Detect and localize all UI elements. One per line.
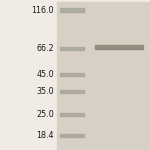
Text: 66.2: 66.2 — [36, 44, 54, 53]
Bar — [60, 73, 84, 76]
Bar — [94, 45, 142, 49]
Text: 116.0: 116.0 — [32, 6, 54, 15]
Bar — [60, 134, 84, 137]
Bar — [57, 2, 148, 148]
Text: 18.4: 18.4 — [36, 131, 54, 140]
Bar — [60, 8, 84, 12]
Text: 35.0: 35.0 — [36, 87, 54, 96]
Text: 45.0: 45.0 — [36, 70, 54, 79]
Text: 25.0: 25.0 — [36, 110, 54, 119]
Bar — [60, 113, 84, 116]
Bar — [60, 90, 84, 93]
Bar — [60, 47, 84, 50]
